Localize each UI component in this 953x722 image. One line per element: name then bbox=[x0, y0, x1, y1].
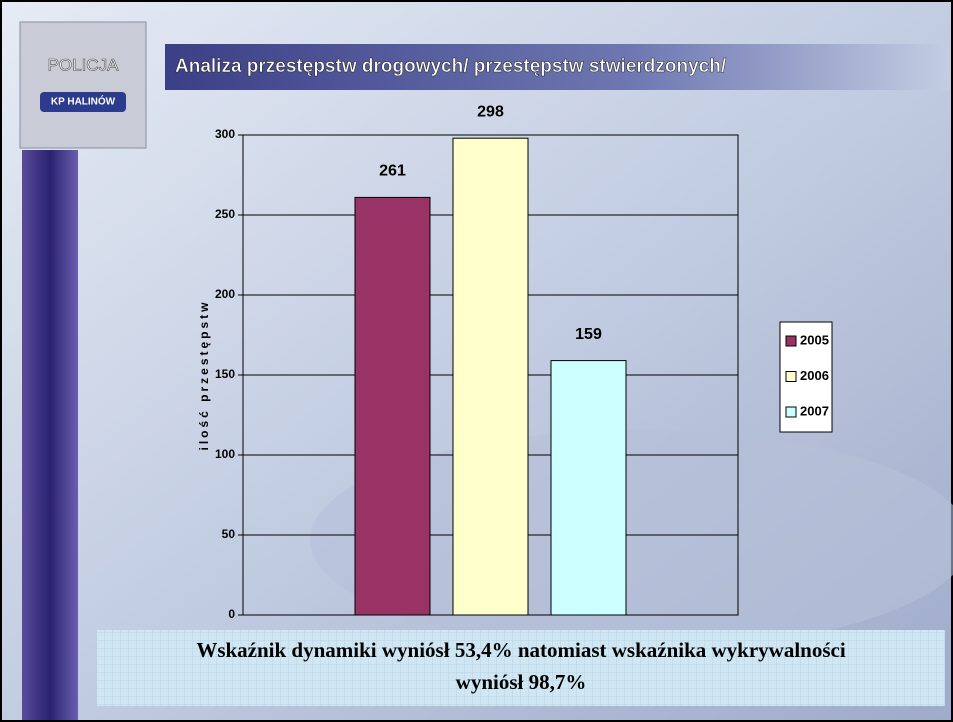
bar bbox=[354, 196, 431, 616]
legend-label: 2007 bbox=[800, 403, 829, 418]
y-tick-label: 200 bbox=[215, 287, 235, 301]
bar bbox=[452, 137, 529, 616]
legend-swatch bbox=[785, 371, 797, 382]
y-tick-label: 100 bbox=[215, 447, 235, 461]
y-tick-label: 300 bbox=[215, 127, 235, 141]
side-strip bbox=[22, 150, 78, 720]
y-axis-label: ilość przestępstw bbox=[197, 299, 211, 450]
title-band bbox=[165, 44, 950, 90]
chart-title: Analiza przestępstw drogowych/ przestęps… bbox=[175, 56, 727, 77]
legend-swatch bbox=[785, 406, 797, 418]
footer-text: Wskaźnik dynamiki wyniósł 53,4% natomias… bbox=[196, 638, 846, 662]
y-tick-label: 0 bbox=[228, 607, 235, 621]
logo-badge bbox=[40, 92, 126, 112]
footer-text: wyniósł 98,7% bbox=[456, 670, 587, 694]
y-tick-label: 250 bbox=[215, 207, 235, 221]
logo-text: POLICJA bbox=[48, 55, 120, 74]
logo bbox=[19, 21, 147, 149]
data-label: 298 bbox=[477, 103, 504, 120]
y-tick-label: 50 bbox=[222, 527, 236, 541]
footer-box bbox=[97, 630, 945, 706]
y-tick-label: 150 bbox=[215, 367, 235, 381]
legend-label: 2005 bbox=[800, 332, 829, 347]
legend-label: 2006 bbox=[800, 368, 829, 383]
data-label: 261 bbox=[379, 163, 406, 180]
bar bbox=[550, 360, 627, 616]
logo-text: KP HALINÓW bbox=[51, 95, 116, 108]
legend-swatch bbox=[785, 335, 797, 347]
data-label: 159 bbox=[575, 326, 602, 343]
